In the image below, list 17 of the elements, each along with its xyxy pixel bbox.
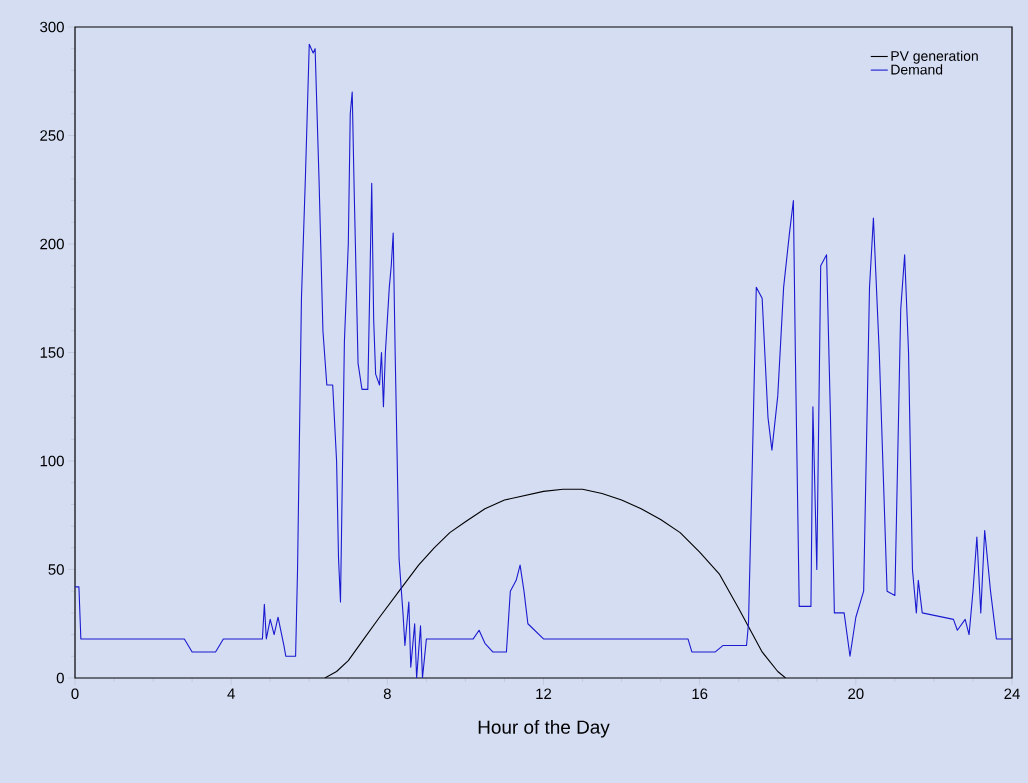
y-tick-label: 150	[40, 347, 64, 358]
x-tick-label: 20	[848, 688, 864, 700]
legend-label: Demand	[891, 64, 943, 75]
y-tick-label: 50	[48, 564, 64, 575]
y-tick-label: 100	[40, 455, 64, 467]
legend-label: PV generation	[891, 50, 978, 64]
y-tick-label: 200	[40, 238, 64, 250]
x-tick-label: 0	[71, 688, 79, 700]
x-axis-title: Hour of the Day	[478, 719, 610, 738]
x-tick-label: 16	[692, 688, 708, 700]
x-tick-label: 8	[383, 688, 391, 700]
x-tick-label: 24	[1004, 688, 1020, 699]
y-tick-label: 300	[40, 21, 64, 33]
y-tick-label: 250	[40, 130, 64, 141]
x-tick-label: 4	[227, 688, 235, 699]
x-tick-label: 12	[536, 688, 552, 699]
y-tick-label: 0	[56, 672, 64, 684]
